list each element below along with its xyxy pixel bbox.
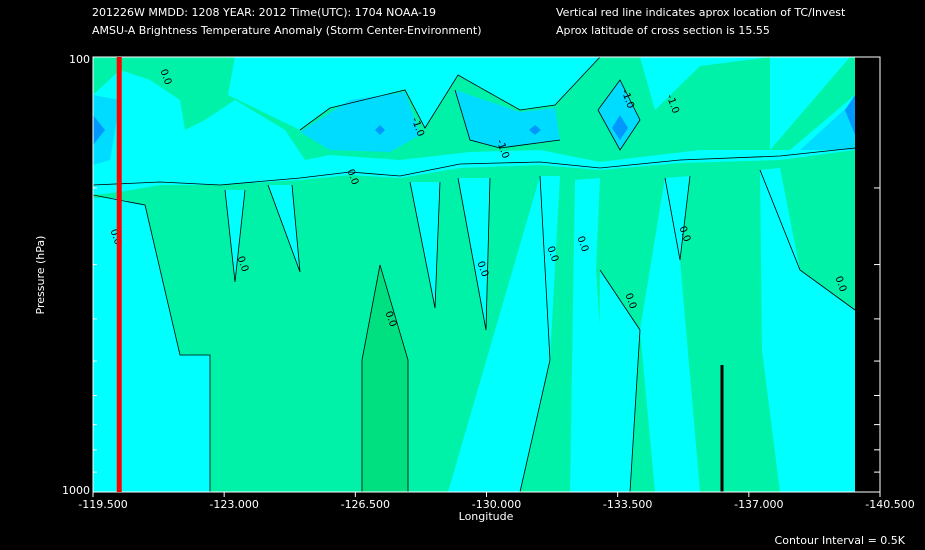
contour-region <box>410 182 440 308</box>
contour-label: 0.0 <box>622 292 638 311</box>
contour-region <box>760 168 855 492</box>
x-tick-label: -137.000 <box>734 498 783 511</box>
x-tick-label: -140.500 <box>865 498 914 511</box>
footer-text: Contour Interval = 0.5K <box>775 534 906 547</box>
contour-line <box>759 169 856 311</box>
contour-label: 0.0 <box>574 235 590 254</box>
contour-region <box>598 80 640 150</box>
contour-line <box>454 89 561 149</box>
no-data <box>855 57 880 492</box>
x-tick-label: -133.500 <box>603 498 652 511</box>
contour-label: 0.0 <box>676 225 692 244</box>
contour-line <box>92 147 856 186</box>
contour-line <box>519 175 551 493</box>
contour-line <box>267 184 301 273</box>
y-tick-label: 1000 <box>62 484 90 497</box>
contour-region <box>458 178 490 330</box>
contour-label: 0.0 <box>544 245 560 264</box>
y-axis-label: Pressure (hPa) <box>34 236 47 315</box>
contour-line <box>599 269 641 493</box>
x-tick-label: -130.000 <box>472 498 521 511</box>
contour-label: 0.0 <box>344 168 360 187</box>
x-tick-label: -123.000 <box>209 498 258 511</box>
header-text: Vertical red line indicates aprox locati… <box>556 6 846 19</box>
contour-label: 0.0 <box>157 68 173 87</box>
contour-region <box>93 95 120 165</box>
contour-label: 0.0 <box>234 255 250 274</box>
x-tick-label: -119.500 <box>78 498 127 511</box>
contour-region <box>800 100 855 150</box>
contour-line <box>299 56 601 131</box>
contour-line <box>92 194 211 492</box>
contour-region <box>598 270 640 492</box>
contour-line <box>224 189 246 283</box>
contour-region <box>448 176 560 492</box>
contour-region <box>845 95 855 135</box>
contour-region <box>93 198 210 492</box>
contour-region <box>529 125 541 135</box>
contour-line <box>409 181 441 309</box>
x-tick-label: -126.500 <box>341 498 390 511</box>
contour-line <box>457 177 491 331</box>
contour-region <box>640 176 700 492</box>
y-tick-label: 100 <box>69 53 90 66</box>
contour-line <box>664 175 691 261</box>
contour-line <box>361 264 409 492</box>
header-text: 201226W MMDD: 1208 YEAR: 2012 Time(UTC):… <box>92 6 436 19</box>
contour-label: 0.0 <box>382 310 398 329</box>
contour-region <box>225 190 245 282</box>
contour-label: 0.0 <box>832 275 848 294</box>
header-text: AMSU-A Brightness Temperature Anomaly (S… <box>92 24 482 37</box>
contour-region <box>612 115 628 140</box>
header-text: Aprox latitude of cross section is 15.55 <box>556 24 770 37</box>
contour-region <box>93 115 105 145</box>
contour-label: 0.0 <box>474 260 490 279</box>
x-axis-label: Longitude <box>459 510 514 523</box>
contour-region <box>375 125 385 135</box>
contour-line <box>597 79 641 151</box>
contour-region <box>300 92 420 152</box>
